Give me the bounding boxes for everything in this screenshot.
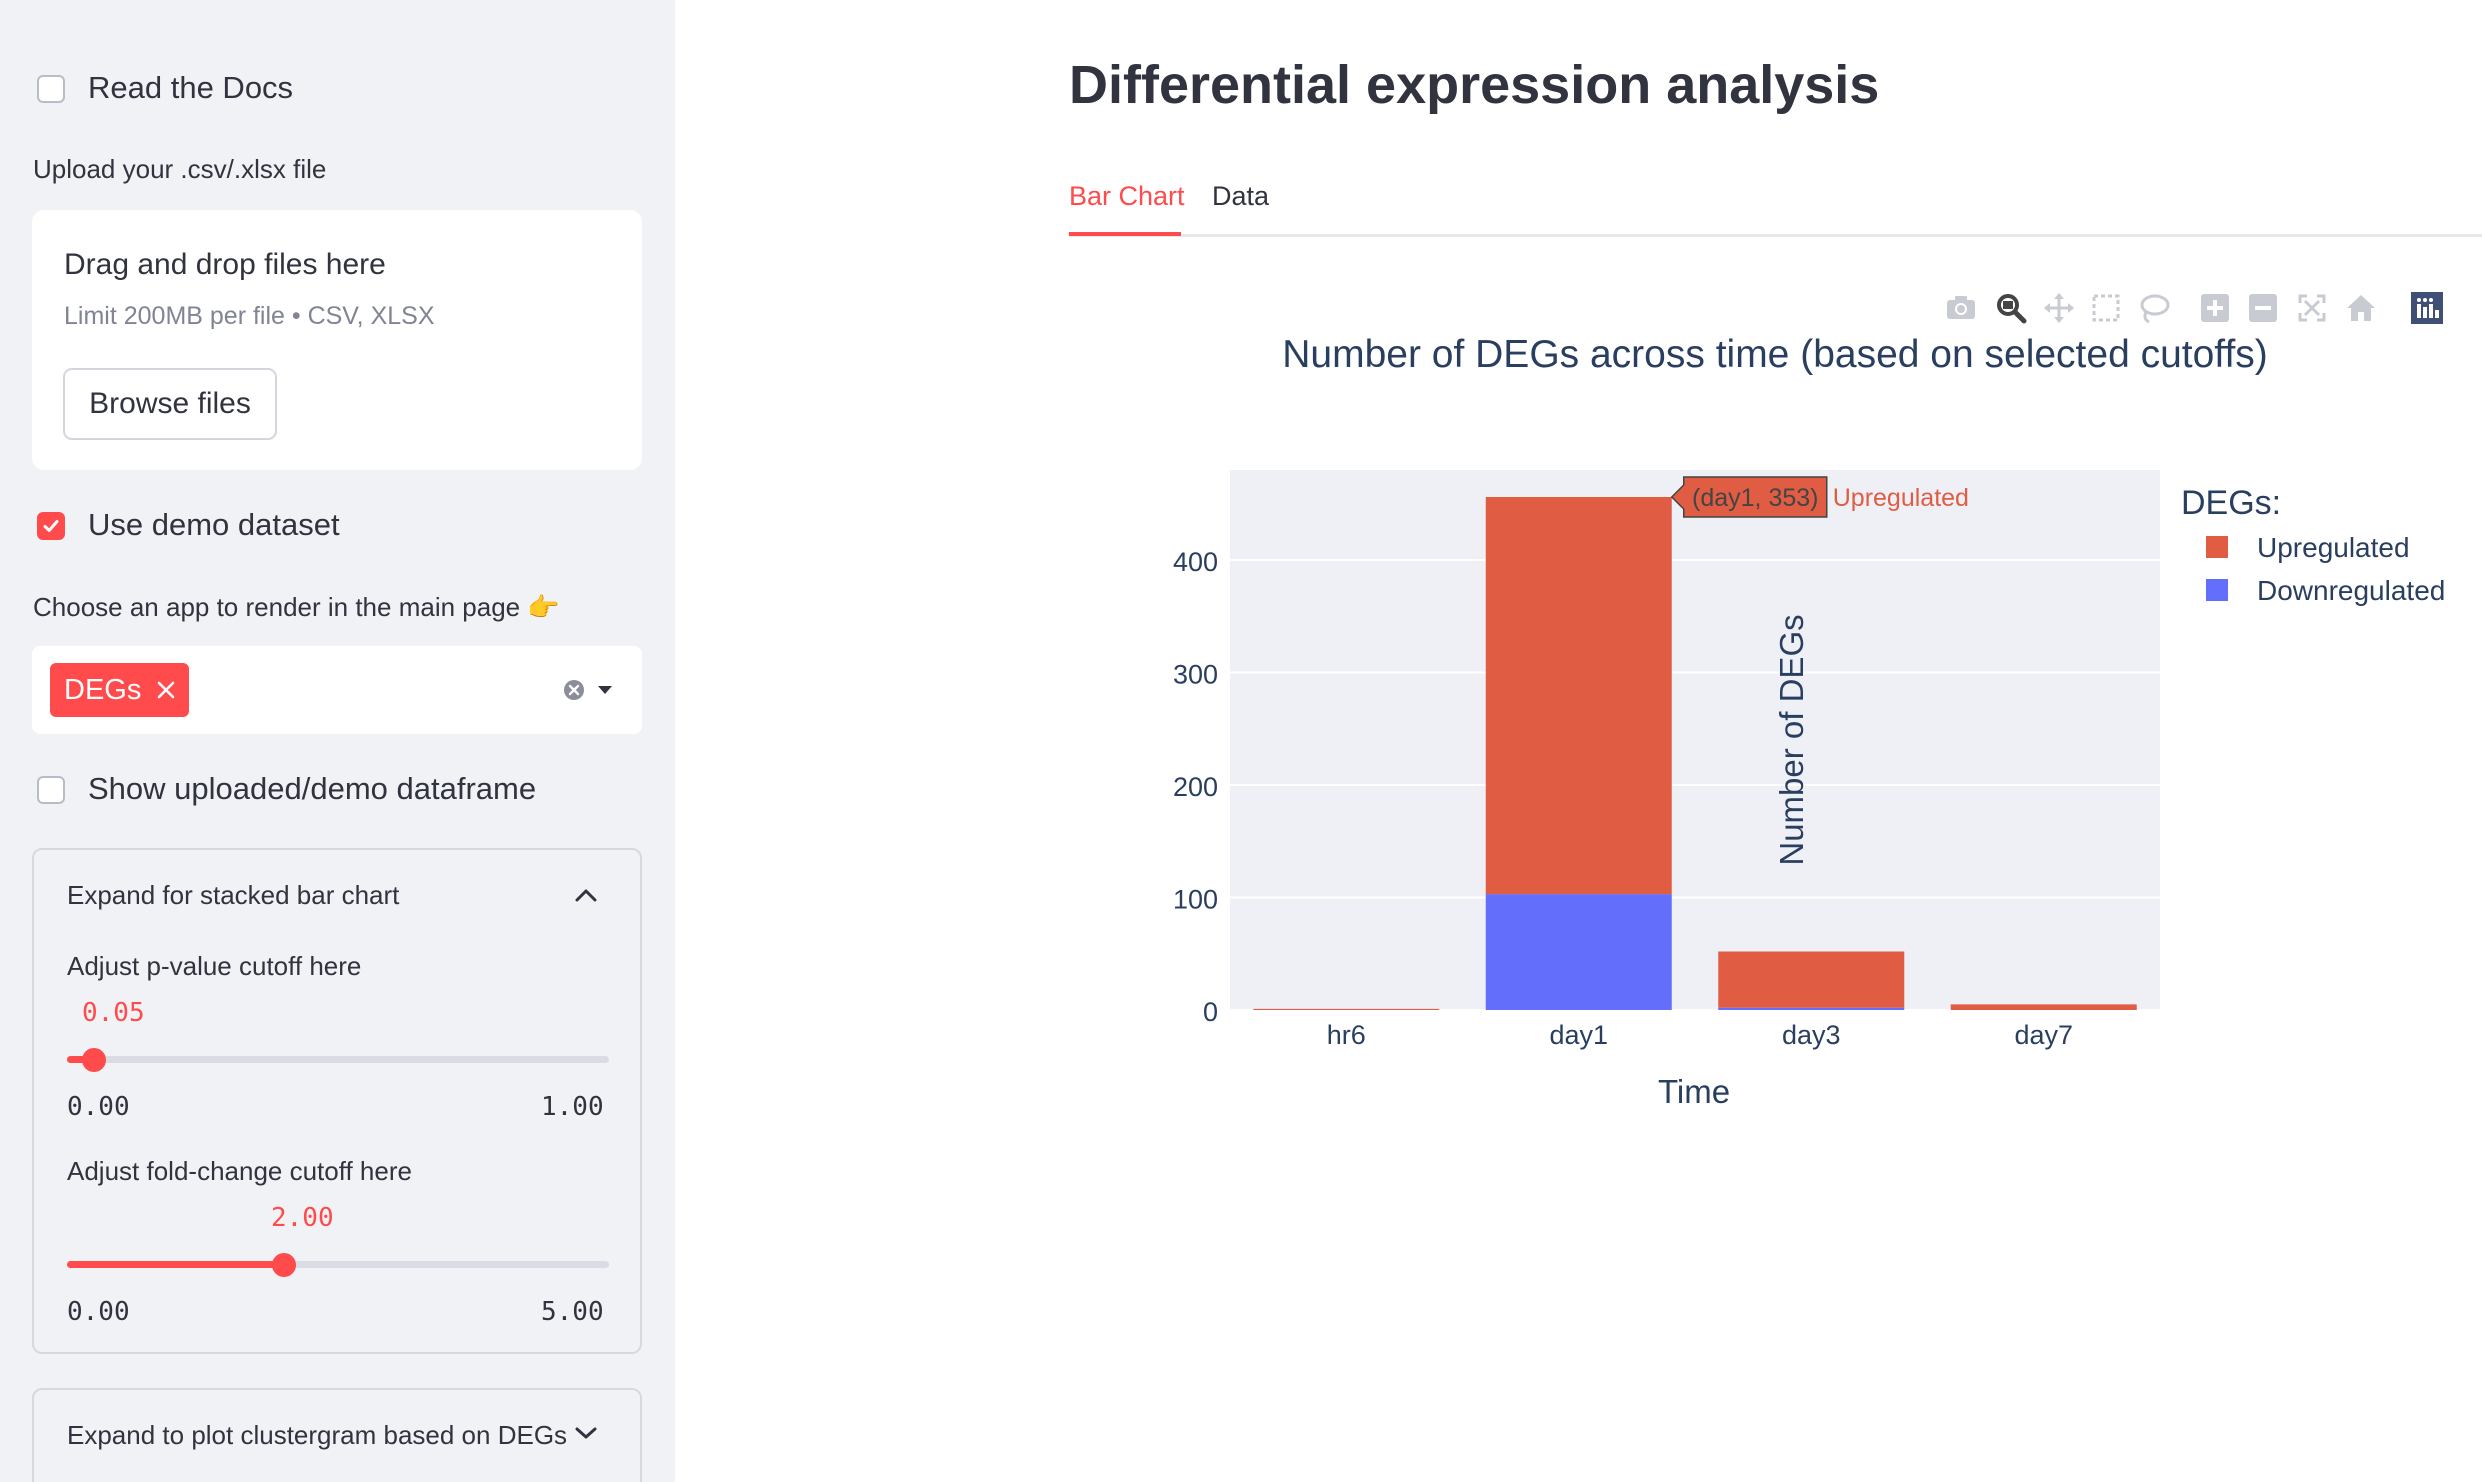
y-tick-label: 300 — [1173, 660, 1218, 690]
chevron-up-icon — [575, 889, 597, 902]
stacked-bar-expander-header[interactable]: Expand for stacked bar chart — [34, 850, 640, 942]
use-demo-checkbox[interactable] — [37, 512, 65, 540]
plot-toolbar — [1945, 290, 2465, 326]
foldchange-min: 0.00 — [67, 1297, 130, 1327]
camera-icon[interactable] — [1945, 292, 1977, 322]
file-dropzone[interactable]: Drag and drop files here Limit 200MB per… — [32, 210, 642, 470]
x-tick-label: hr6 — [1327, 1020, 1366, 1050]
read-docs-label: Read the Docs — [88, 70, 294, 105]
pvalue-min: 0.00 — [67, 1092, 130, 1122]
tooltip-box — [1670, 476, 1828, 518]
remove-tag-icon[interactable] — [157, 681, 175, 699]
check-icon — [43, 520, 59, 532]
sidebar: Read the Docs Upload your .csv/.xlsx fil… — [0, 0, 675, 1482]
foldchange-current-value: 2.00 — [271, 1203, 334, 1233]
tab-bar-chart[interactable]: Bar Chart — [1069, 181, 1185, 211]
clear-selection-icon[interactable] — [563, 679, 585, 701]
legend-title: DEGs: — [2181, 484, 2281, 522]
pan-icon[interactable] — [2043, 292, 2075, 324]
page-title: Differential expression analysis — [1069, 55, 1880, 115]
stacked-bar-expander: Expand for stacked bar chart Adjust p-va… — [32, 848, 642, 1354]
bar-upregulated-day1[interactable] — [1485, 497, 1672, 895]
tag-label: DEGs — [64, 673, 142, 706]
app-select-label: Choose an app to render in the main page… — [33, 592, 560, 622]
zoom-icon[interactable] — [1995, 292, 2027, 324]
chevron-down-icon[interactable] — [596, 684, 614, 696]
selected-tag-degs: DEGs — [50, 663, 190, 717]
reset-axes-icon[interactable] — [2345, 293, 2377, 323]
legend-item-upregulated[interactable]: Upregulated — [2257, 532, 2410, 563]
plotly-logo-icon[interactable] — [2411, 292, 2443, 324]
expander-title: Expand for stacked bar chart — [67, 880, 400, 910]
show-dataframe-checkbox[interactable] — [37, 776, 65, 804]
slider-fill — [67, 1261, 284, 1268]
slider-fill — [67, 1056, 95, 1063]
y-tick-label: 100 — [1173, 885, 1218, 915]
y-tick-labels: 0 100 200 300 400 — [1173, 547, 1218, 1027]
legend-swatch — [2206, 579, 2228, 601]
upload-label: Upload your .csv/.xlsx file — [33, 154, 327, 184]
slider-thumb[interactable] — [82, 1048, 107, 1072]
pvalue-label: Adjust p-value cutoff here — [67, 951, 362, 981]
app-multiselect[interactable]: DEGs — [32, 646, 642, 734]
legend-item-downregulated[interactable]: Downregulated — [2257, 575, 2445, 606]
x-tick-label: day1 — [1549, 1020, 1608, 1050]
plot-area[interactable] — [1230, 470, 2160, 1010]
tab-data[interactable]: Data — [1212, 181, 1270, 211]
chart-title: Number of DEGs across time (based on sel… — [1282, 333, 2268, 376]
zoom-out-icon[interactable] — [2249, 294, 2277, 322]
read-docs-checkbox[interactable] — [37, 75, 65, 103]
tooltip-value: (day1, 353) — [1692, 484, 1818, 512]
x-tick-label: day3 — [1782, 1020, 1841, 1050]
dropzone-hint: Limit 200MB per file • CSV, XLSX — [64, 302, 435, 330]
foldchange-max: 5.00 — [541, 1297, 604, 1327]
slider-thumb[interactable] — [271, 1253, 296, 1277]
tab-divider — [1069, 234, 2482, 237]
x-tick-label: day7 — [2014, 1020, 2073, 1050]
slider-track — [67, 1056, 609, 1063]
main-content: Differential expression analysis Bar Cha… — [675, 0, 2482, 1482]
bar-upregulated-day7[interactable] — [1950, 1004, 2137, 1010]
chevron-down-icon — [575, 1427, 597, 1439]
x-axis-title: Time — [1658, 1073, 1730, 1110]
legend: DEGs: Upregulated Downregulated — [2181, 484, 2445, 606]
foldchange-label: Adjust fold-change cutoff here — [67, 1156, 412, 1186]
lasso-icon[interactable] — [2138, 293, 2170, 325]
active-tab-indicator — [1069, 232, 1181, 236]
y-tick-label: 0 — [1203, 997, 1218, 1027]
bar-downregulated-day3[interactable] — [1718, 1007, 1905, 1010]
box-select-icon[interactable] — [2091, 293, 2121, 323]
pvalue-slider[interactable] — [67, 1045, 609, 1075]
browse-files-button[interactable]: Browse files — [63, 368, 277, 440]
legend-swatch — [2206, 536, 2228, 558]
use-demo-label: Use demo dataset — [88, 507, 340, 542]
expander-title: Expand to plot clustergram based on DEGs — [67, 1420, 568, 1450]
tooltip-series-name: Upregulated — [1833, 484, 1969, 512]
deg-bar-chart[interactable]: Number of DEGs across time (based on sel… — [675, 0, 2482, 1482]
slider-track — [67, 1261, 609, 1268]
y-tick-label: 400 — [1173, 547, 1218, 577]
pvalue-current-value: 0.05 — [82, 998, 145, 1028]
foldchange-slider[interactable] — [67, 1250, 609, 1280]
show-dataframe-label: Show uploaded/demo dataframe — [88, 771, 537, 806]
x-tick-labels: hr6 day1 day3 day7 — [1327, 1020, 2073, 1050]
zoom-in-icon[interactable] — [2201, 294, 2229, 322]
bar-upregulated-hr6[interactable] — [1253, 1008, 1440, 1010]
dropzone-title: Drag and drop files here — [64, 248, 386, 281]
y-tick-label: 200 — [1173, 772, 1218, 802]
hover-tooltip: (day1, 353) Upregulated — [1670, 476, 1969, 518]
bars — [1253, 497, 2137, 1010]
autoscale-icon[interactable] — [2297, 293, 2327, 323]
y-axis-title: Number of DEGs — [1773, 614, 1810, 865]
pvalue-max: 1.00 — [541, 1092, 604, 1122]
bar-upregulated-day3[interactable] — [1718, 951, 1905, 1008]
bar-downregulated-day1[interactable] — [1485, 894, 1672, 1010]
clustergram-expander[interactable]: Expand to plot clustergram based on DEGs — [32, 1388, 642, 1482]
